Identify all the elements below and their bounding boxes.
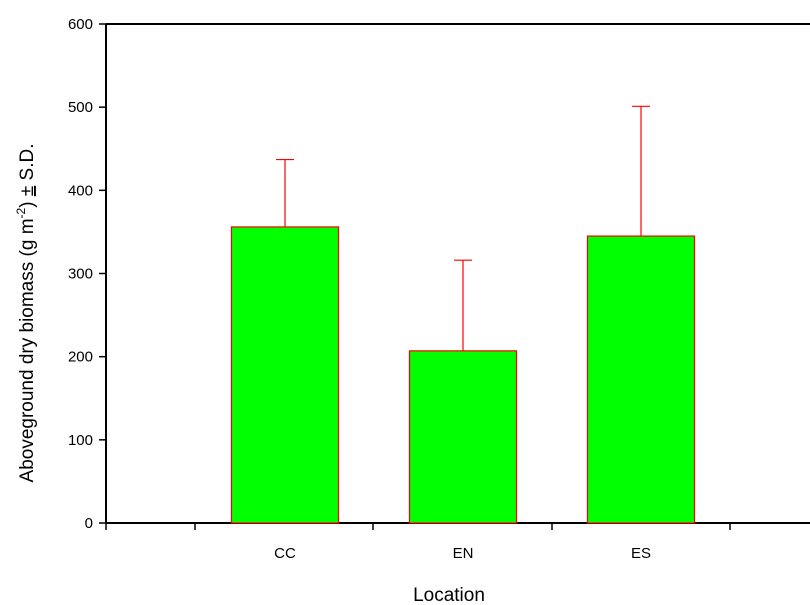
x-tick-label: CC — [274, 545, 296, 562]
y-tick-label: 400 — [68, 182, 93, 199]
y-tick-label: 500 — [68, 99, 93, 116]
bar-EN — [408, 350, 518, 524]
y-axis: 0 100 200 300 400 500 600 — [68, 16, 106, 532]
bars — [230, 226, 696, 524]
y-axis-title-sd: S.D. — [17, 144, 38, 186]
bar-CC — [230, 226, 340, 524]
x-tick-label: EN — [453, 545, 474, 562]
y-axis-title-prefix: Aboveground dry biomass (g m — [17, 218, 38, 482]
y-tick-label: 0 — [85, 515, 93, 532]
y-axis-title-pm: ± — [17, 186, 38, 196]
y-tick-label: 100 — [68, 432, 93, 449]
y-axis-title-superscript: -2 — [14, 207, 28, 218]
y-tick-label: 600 — [68, 16, 93, 33]
y-tick-label: 300 — [68, 266, 93, 283]
y-axis-title: Aboveground dry biomass (g m-2) ± S.D. — [14, 144, 38, 483]
error-bars — [276, 105, 650, 351]
x-axis-title: Location — [413, 585, 485, 605]
x-tick-label: ES — [631, 545, 651, 562]
bar-ES — [586, 235, 696, 524]
x-axis: CC EN ES — [105, 523, 731, 562]
y-axis-title-suffix: ) — [17, 196, 38, 208]
y-tick-label: 200 — [68, 349, 93, 366]
